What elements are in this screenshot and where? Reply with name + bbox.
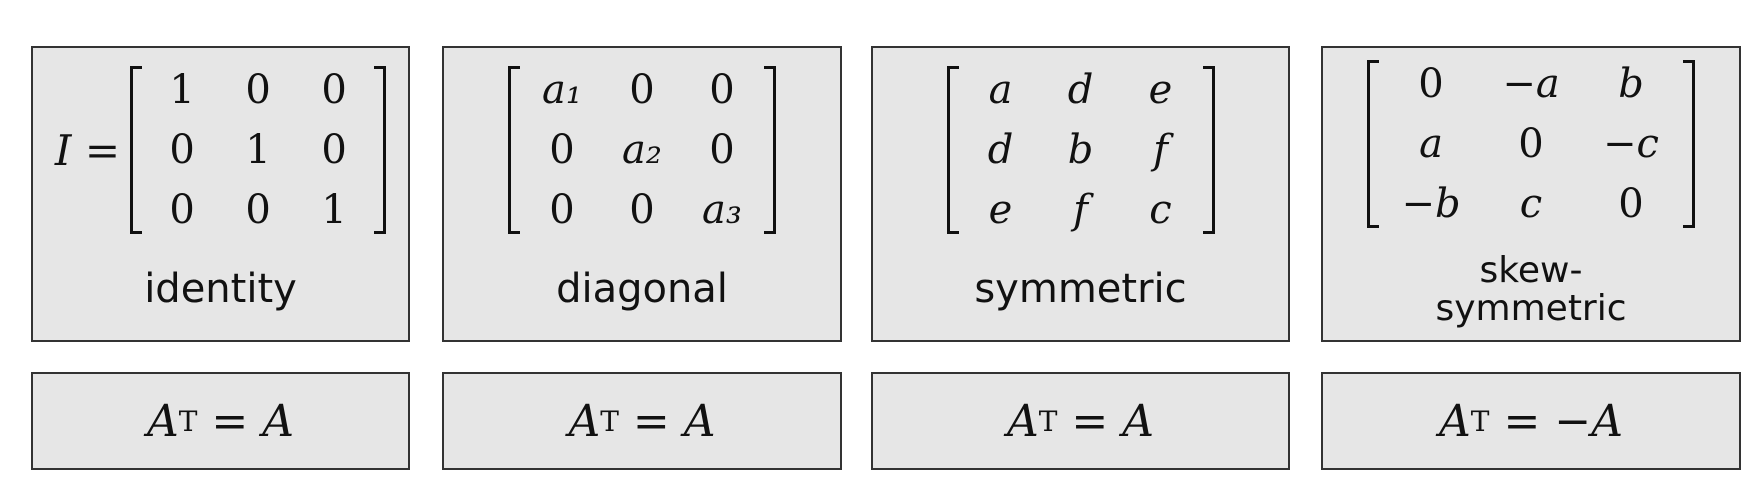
matrix-cell: d [1067, 67, 1094, 113]
matrix-cell: 0 [629, 187, 655, 233]
diagonal-matrix-group: a₁ 0 0 0 a₂ 0 0 0 a₃ [444, 60, 840, 240]
formula-rhs: A [1122, 395, 1155, 447]
identity-matrix-group: I = 1 0 0 0 1 0 0 0 1 [33, 60, 408, 240]
left-bracket [130, 66, 143, 234]
matrix-cell: f [1153, 127, 1168, 173]
left-bracket [1367, 60, 1379, 228]
symmetric-matrix: a d e d b f e f c [946, 60, 1215, 240]
matrix-cell: c [1519, 181, 1543, 227]
matrix-cell: a₂ [622, 127, 662, 173]
matrix-cell: b [1067, 127, 1094, 173]
identity-label: identity [144, 266, 297, 312]
skew-symmetric-label-line2: symmetric [1435, 288, 1627, 329]
skew-symmetric-matrix: 0 −a b a 0 −c −b c 0 [1367, 54, 1695, 234]
matrix-cell: a₁ [542, 67, 582, 113]
formula-transpose: T [178, 404, 198, 438]
matrix-cell: b [1618, 61, 1644, 107]
formula-equals: = [1503, 395, 1541, 447]
matrix-cell: 0 [549, 187, 575, 233]
matrix-cell: 1 [169, 67, 195, 113]
diagonal-label: diagonal [556, 266, 728, 312]
formula-var: A [1439, 395, 1471, 447]
diagonal-matrix: a₁ 0 0 0 a₂ 0 0 0 a₃ [508, 60, 776, 240]
matrix-cell: a [988, 67, 1013, 113]
formula-var: A [568, 395, 601, 447]
identity-lhs: I = [54, 125, 121, 175]
right-bracket [374, 66, 387, 234]
left-bracket [508, 66, 520, 234]
matrix-cell: 0 [549, 127, 575, 173]
skew-symmetric-label: skew- symmetric [1323, 252, 1739, 328]
matrix-cell: 0 [709, 127, 735, 173]
symmetric-label: symmetric [974, 266, 1187, 312]
formula-equals: = [1071, 395, 1109, 447]
skew-symmetric-card: 0 −a b a 0 −c −b c 0 skew- symmetric [1321, 46, 1741, 342]
matrix-cell: e [1148, 67, 1173, 113]
matrix-cell: 0 [629, 67, 655, 113]
diagonal-card: a₁ 0 0 0 a₂ 0 0 0 a₃ diagonal [442, 46, 842, 342]
matrix-cell: 0 [169, 127, 195, 173]
matrix-cell: a₃ [702, 187, 742, 233]
matrix-cell: d [987, 127, 1014, 173]
right-bracket [764, 66, 776, 234]
identity-matrix: 1 0 0 0 1 0 0 0 1 [130, 60, 387, 240]
matrix-cell: 0 [169, 187, 195, 233]
matrix-cell: e [988, 187, 1013, 233]
formula-transpose: T [1470, 404, 1490, 438]
left-bracket [946, 66, 959, 234]
formula-var: A [146, 395, 179, 447]
matrix-cell: 0 [1418, 61, 1444, 107]
identity-card: I = 1 0 0 0 1 0 0 0 1 [31, 46, 410, 342]
formula-rhs: −A [1554, 395, 1623, 447]
formula-equals: = [632, 395, 670, 447]
matrix-cell: a [1419, 121, 1443, 167]
matrix-cell: 0 [245, 187, 271, 233]
skew-symmetric-matrix-group: 0 −a b a 0 −c −b c 0 [1323, 54, 1739, 234]
right-bracket [1683, 60, 1695, 228]
matrix-cell: −b [1401, 181, 1461, 227]
matrix-cell: 0 [321, 67, 347, 113]
matrix-cell: 0 [245, 67, 271, 113]
matrix-cell: −a [1502, 61, 1560, 107]
symmetric-matrix-group: a d e d b f e f c [873, 60, 1288, 240]
matrix-cell: −c [1603, 121, 1659, 167]
matrix-cell: 1 [245, 127, 271, 173]
matrix-cell: 0 [1518, 121, 1544, 167]
symmetric-card: a d e d b f e f c symmetric [871, 46, 1290, 342]
formula-transpose: T [1038, 404, 1058, 438]
formula-transpose: T [600, 404, 619, 438]
skew-symmetric-label-line1: skew- [1479, 250, 1583, 291]
matrix-cell: 1 [321, 187, 347, 233]
matrix-cell: 0 [1618, 181, 1644, 227]
formula-rhs: A [683, 395, 716, 447]
right-bracket [1202, 66, 1215, 234]
formula-equals: = [211, 395, 249, 447]
matrix-cell: 0 [709, 67, 735, 113]
matrix-cell: c [1149, 187, 1172, 233]
formula-rhs: A [262, 395, 295, 447]
matrix-cell: 0 [321, 127, 347, 173]
formula-var: A [1006, 395, 1039, 447]
matrix-cell: f [1073, 187, 1088, 233]
